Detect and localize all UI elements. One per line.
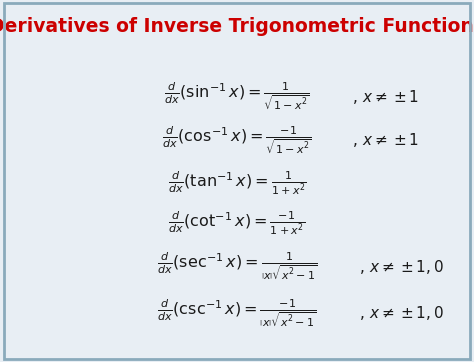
Text: $\frac{d}{dx}\left(\sin^{-1}x\right)=\frac{1}{\sqrt{1-x^{2}}}$: $\frac{d}{dx}\left(\sin^{-1}x\right)=\fr… [164,81,310,113]
Text: $\frac{d}{dx}\left(\csc^{-1}x\right)=\frac{-1}{\left|x\right|\sqrt{x^{2}-1}}$: $\frac{d}{dx}\left(\csc^{-1}x\right)=\fr… [157,297,317,329]
Text: $,\,x\neq\pm1$: $,\,x\neq\pm1$ [352,88,419,106]
Text: $\frac{d}{dx}\left(\tan^{-1}x\right)=\frac{1}{1+x^{2}}$: $\frac{d}{dx}\left(\tan^{-1}x\right)=\fr… [168,169,306,197]
Text: $\frac{d}{dx}\left(\sec^{-1}x\right)=\frac{1}{\left|x\right|\sqrt{x^{2}-1}}$: $\frac{d}{dx}\left(\sec^{-1}x\right)=\fr… [156,251,318,282]
Text: $,\,x\neq\pm1,0$: $,\,x\neq\pm1,0$ [359,258,444,275]
Text: $\frac{d}{dx}\left(\cot^{-1}x\right)=\frac{-1}{1+x^{2}}$: $\frac{d}{dx}\left(\cot^{-1}x\right)=\fr… [168,210,306,237]
Text: Derivatives of Inverse Trigonometric Functions: Derivatives of Inverse Trigonometric Fun… [0,17,474,36]
Text: $\frac{d}{dx}\left(\cos^{-1}x\right)=\frac{-1}{\sqrt{1-x^{2}}}$: $\frac{d}{dx}\left(\cos^{-1}x\right)=\fr… [162,124,312,156]
Text: $,\,x\neq\pm1,0$: $,\,x\neq\pm1,0$ [359,304,444,322]
Text: $,\,x\neq\pm1$: $,\,x\neq\pm1$ [352,131,419,149]
